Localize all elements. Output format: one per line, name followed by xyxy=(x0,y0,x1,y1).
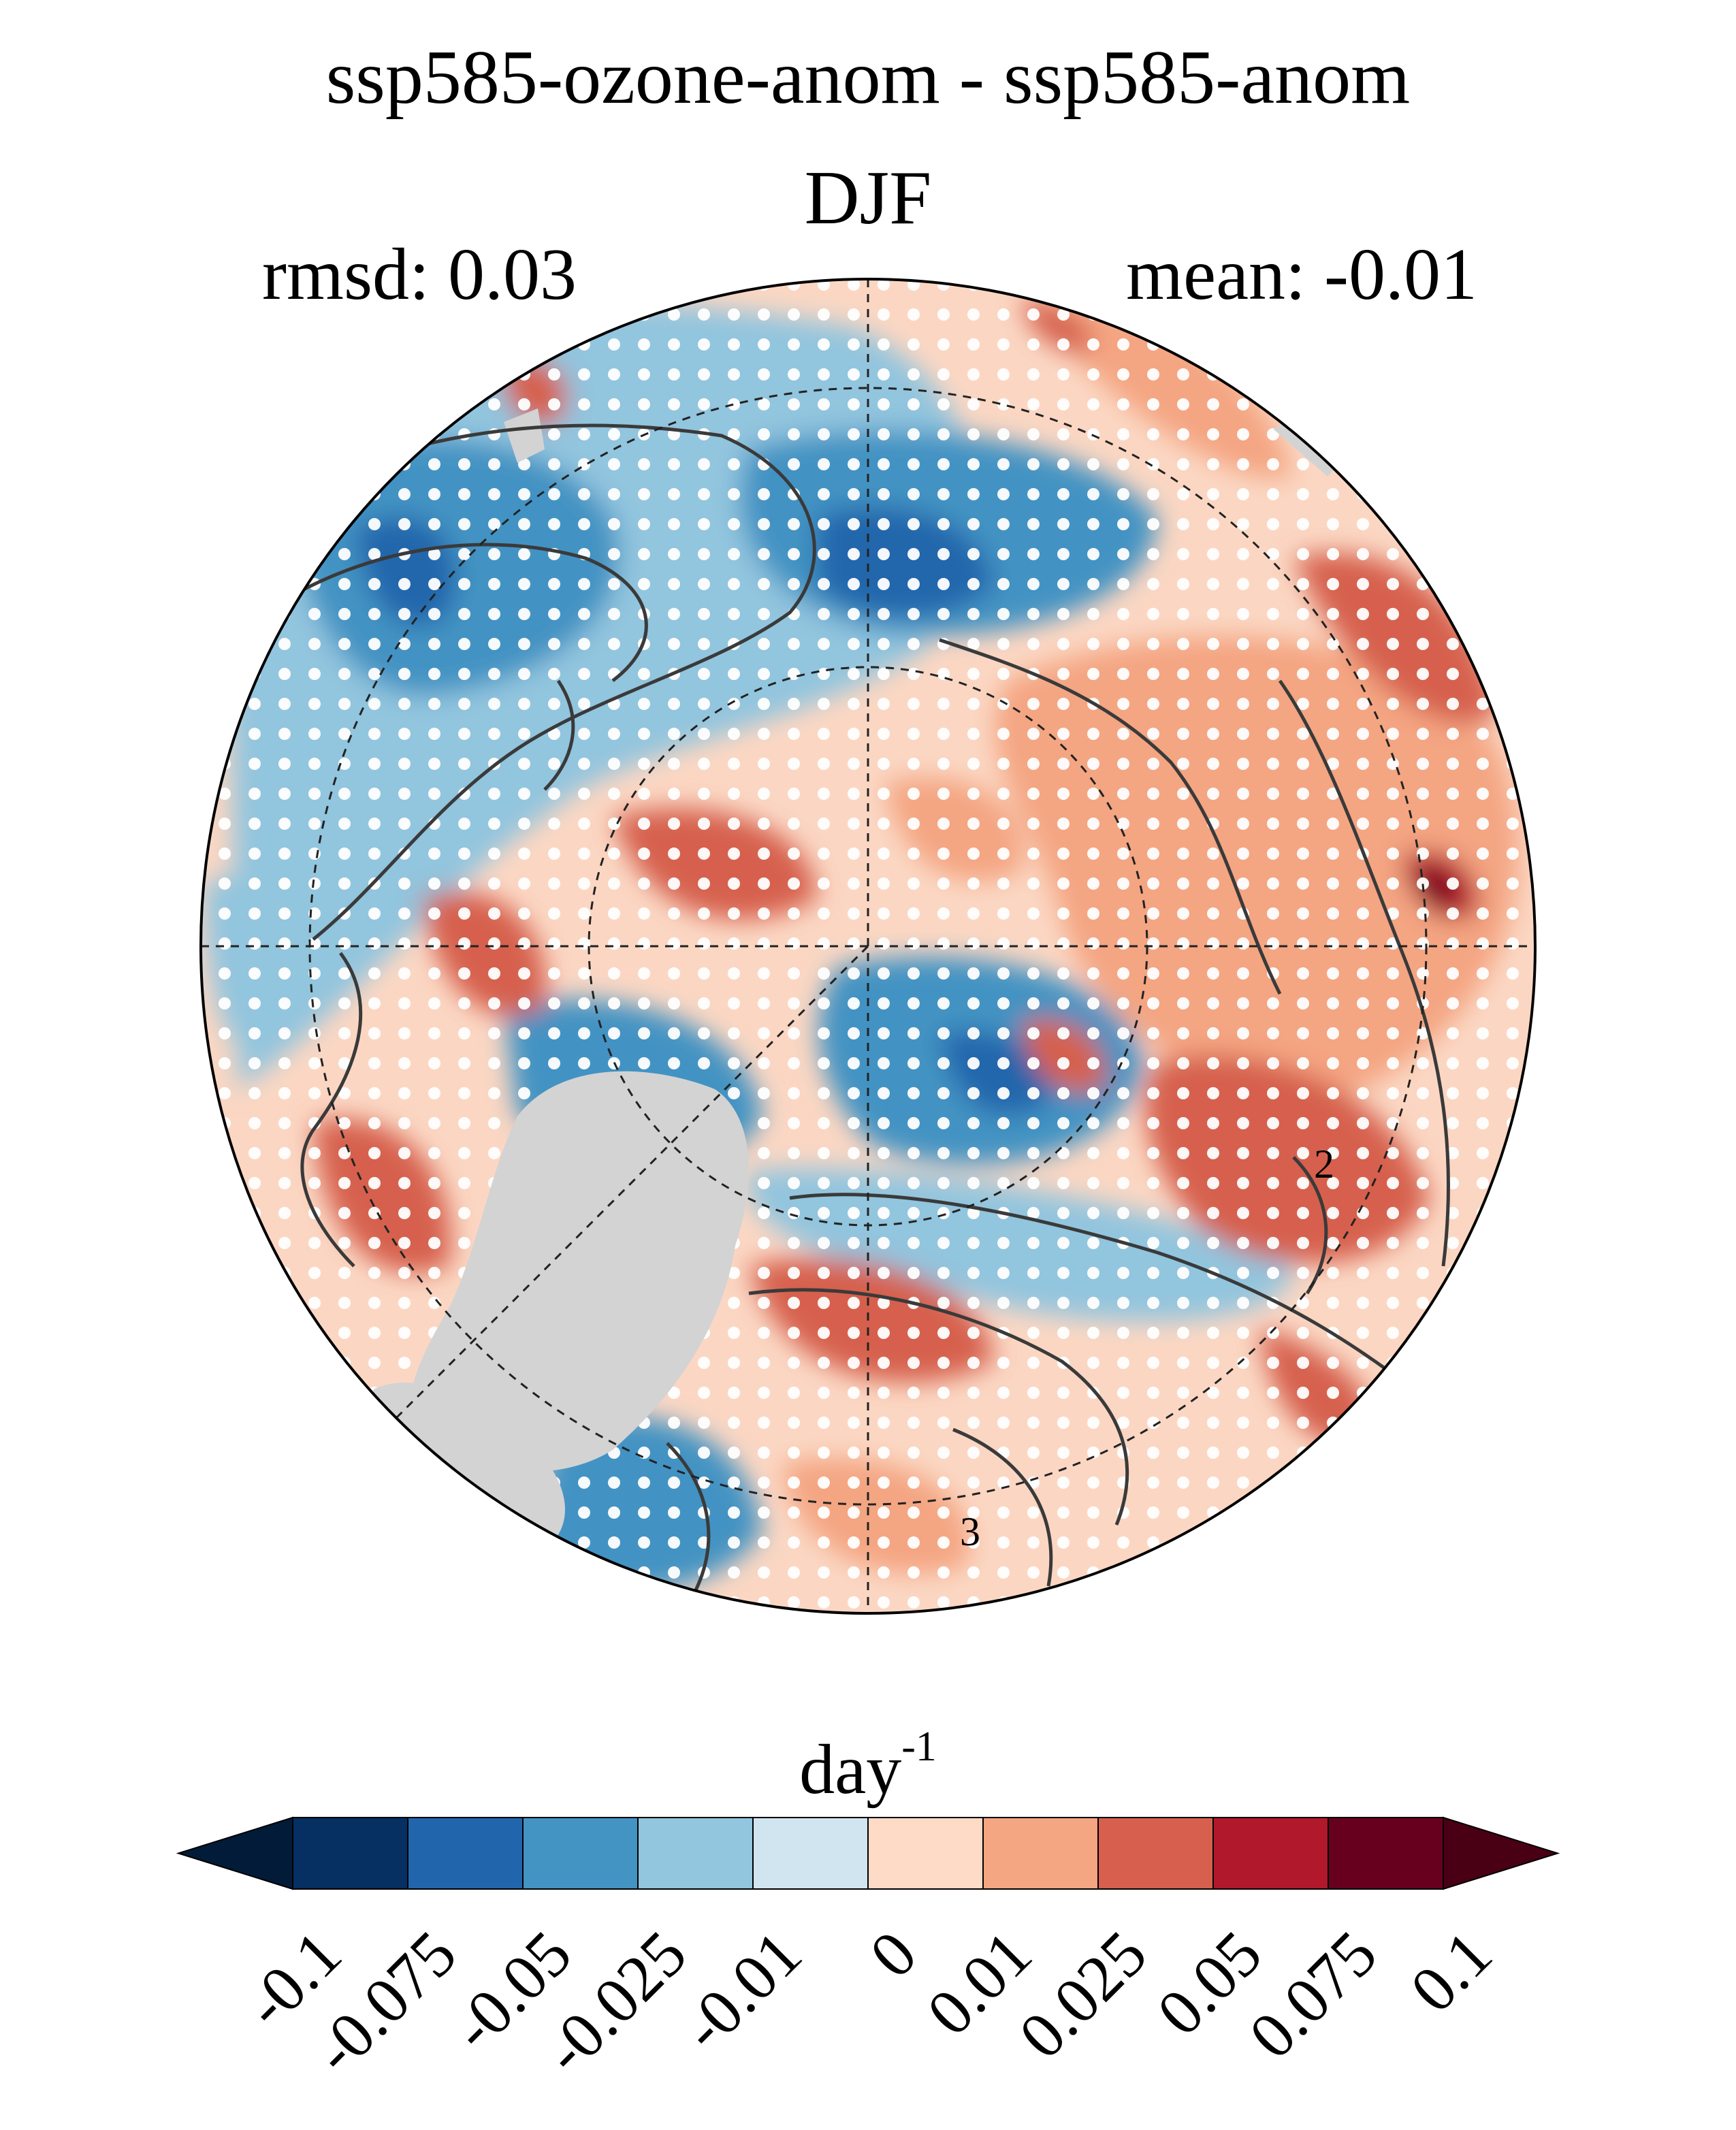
mean-label: mean: -0.01 xyxy=(1126,234,1477,315)
map-boundary xyxy=(199,278,1537,1615)
colorbar-over-arrow xyxy=(1443,1816,1560,1890)
masked-patch xyxy=(504,408,545,463)
graticule xyxy=(201,279,1535,1613)
colorbar-segment xyxy=(982,1817,1099,1890)
colorbar-segment xyxy=(292,1817,408,1890)
colorbar-segment xyxy=(407,1817,524,1890)
season-subtitle: DJF xyxy=(804,156,932,240)
units-base: day xyxy=(799,1730,902,1809)
colorbar-segment xyxy=(1097,1817,1214,1890)
rmsd-label: rmsd: 0.03 xyxy=(262,234,577,315)
colorbar-under-arrow xyxy=(176,1816,293,1890)
colorbar-units: day-1 xyxy=(0,1726,1736,1805)
colorbar-segment xyxy=(867,1817,984,1890)
figure-title: ssp585-ozone-anom - ssp585-anom xyxy=(325,35,1411,120)
greenland-mask xyxy=(411,1071,749,1472)
polar-map: 2 3 xyxy=(199,278,1537,1615)
colorbar-segment xyxy=(1328,1817,1444,1890)
colorbar-segment xyxy=(752,1817,869,1890)
contour-lines xyxy=(244,423,1450,1594)
contour-label-2: 2 xyxy=(1314,1142,1334,1187)
colorbar-segment xyxy=(637,1817,754,1890)
colorbar-segment xyxy=(522,1817,639,1890)
contour-label-3: 3 xyxy=(960,1509,980,1554)
colorbar-segment xyxy=(1212,1817,1329,1890)
units-exponent: -1 xyxy=(901,1724,937,1770)
